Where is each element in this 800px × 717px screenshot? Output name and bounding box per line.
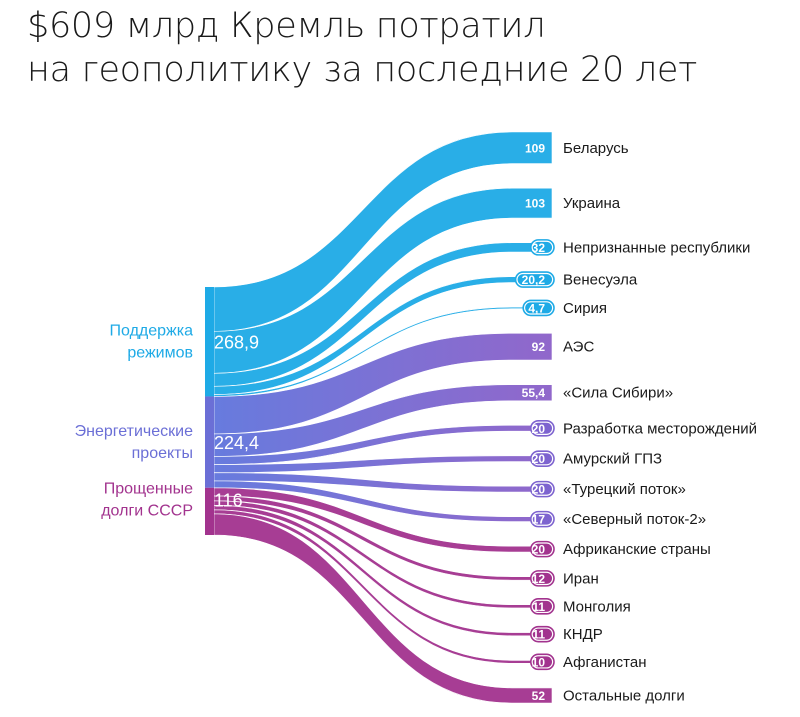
target-value-label: 55,4 xyxy=(522,386,546,400)
flow-links xyxy=(213,131,553,704)
source-label-support: Поддержка xyxy=(110,323,194,340)
page-title: $609 млрд Кремль потратил на геополитику… xyxy=(27,4,797,92)
target-value-label: 92 xyxy=(532,340,546,354)
flow-остальные-долги xyxy=(213,513,553,704)
value-badge-fill xyxy=(532,453,552,465)
node-support xyxy=(205,287,214,397)
flow-украина xyxy=(213,187,553,374)
target-label-непризнанные-республики: Непризнанные республики xyxy=(563,239,750,256)
node-debts xyxy=(205,487,214,535)
node-energy xyxy=(205,396,214,488)
value-badge-fill xyxy=(532,656,552,668)
value-badge-fill xyxy=(532,241,552,253)
target-value-label: 20 xyxy=(532,422,546,436)
target-value-label: 20 xyxy=(532,452,546,466)
source-label-energy: Энергетические xyxy=(75,423,193,440)
target-label-остальные-долги: Остальные долги xyxy=(563,687,685,704)
target-label-сила-сибири: «Сила Сибири» xyxy=(563,385,673,402)
target-label-беларусь: Беларусь xyxy=(563,140,629,157)
target-label-африканские-страны: Африканские страны xyxy=(563,541,711,558)
target-value-label: 20,2 xyxy=(522,273,546,287)
source-value-debts: 116 xyxy=(214,490,243,510)
target-label-турецкий-поток: «Турецкий поток» xyxy=(563,481,686,498)
target-label-монголия: Монголия xyxy=(563,598,631,615)
target-value-label: 103 xyxy=(525,197,545,211)
title-line-2: на геополитику за последние 20 лет xyxy=(27,50,698,90)
source-value-support: 268,9 xyxy=(214,333,259,353)
source-label-energy: проекты xyxy=(132,445,193,462)
target-value-label: 4,7 xyxy=(528,301,545,315)
value-badge-fill xyxy=(525,302,552,314)
value-badge-fill xyxy=(532,628,552,640)
target-label-иран: Иран xyxy=(563,570,599,587)
target-value-label: 10 xyxy=(532,655,546,669)
flow-сила-сибири xyxy=(213,384,553,457)
target-value-label: 52 xyxy=(532,689,546,703)
source-label-debts: долги СССР xyxy=(101,502,193,519)
target-label-амурский-гпз: Амурский ГПЗ xyxy=(563,451,662,468)
target-label-венесуэла: Венесуэла xyxy=(563,272,638,289)
target-value-label: 12 xyxy=(532,572,546,586)
target-label-северный-поток-2: «Северный поток-2» xyxy=(563,511,706,528)
value-badge-fill xyxy=(532,572,552,584)
target-label-афганистан: Афганистан xyxy=(563,654,647,671)
flow-аэс xyxy=(213,333,553,435)
value-badge-fill xyxy=(532,543,552,555)
target-label-аэс: АЭС xyxy=(563,339,594,356)
target-value-label: 32 xyxy=(532,241,546,255)
target-value-label: 17 xyxy=(532,513,546,527)
value-badge-fill xyxy=(532,483,552,495)
value-badge-fill xyxy=(517,274,552,286)
source-label-debts: Прощенные xyxy=(104,480,193,497)
value-badge-fill xyxy=(532,600,552,612)
target-label-кндр: КНДР xyxy=(563,626,603,643)
flow-беларусь xyxy=(213,131,553,332)
target-value-label: 109 xyxy=(525,141,545,155)
source-value-energy: 224,4 xyxy=(214,433,259,453)
target-value-label: 11 xyxy=(532,628,545,642)
target-value-label: 20 xyxy=(532,543,546,557)
source-nodes: 268,9 Поддержка режимов 224,4 Энергетические… xyxy=(75,287,259,535)
value-badge-fill xyxy=(532,513,552,525)
target-label-украина: Украина xyxy=(563,195,621,212)
target-label-сирия: Сирия xyxy=(563,300,607,317)
target-value-label: 11 xyxy=(532,600,545,614)
source-label-support: режимов xyxy=(127,345,193,362)
title-line-1: $609 млрд Кремль потратил xyxy=(27,6,546,46)
target-label-разработка-месторождений: Разработка месторождений xyxy=(563,420,757,437)
value-badge-fill xyxy=(532,422,552,434)
target-value-label: 20 xyxy=(532,483,546,497)
target-labels: 109 Беларусь 103 Украина 32 Непризнанные респ… xyxy=(514,140,757,704)
